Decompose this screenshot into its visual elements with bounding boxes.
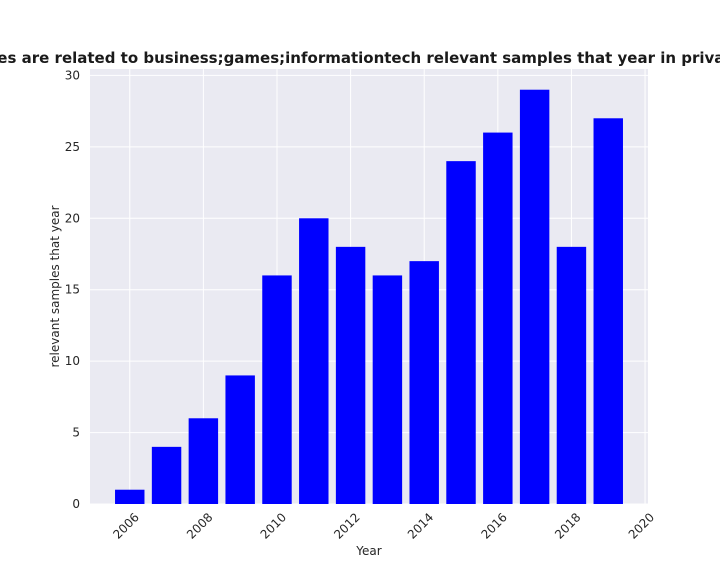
y-tick-label: 20: [65, 211, 80, 225]
bar: [519, 89, 550, 504]
bar: [446, 161, 476, 504]
plot-area: [90, 69, 648, 504]
x-tick-label: 2020: [626, 510, 657, 541]
bar: [225, 375, 255, 504]
bar: [409, 261, 439, 504]
bar: [188, 418, 219, 504]
x-tick-label: 2016: [478, 510, 509, 541]
y-tick-label: 5: [72, 426, 80, 440]
y-tick-label: 30: [65, 68, 80, 82]
bar: [483, 132, 513, 505]
x-axis-label: Year: [355, 544, 381, 558]
bar: [556, 246, 587, 504]
bar: [262, 275, 292, 504]
bar: [372, 275, 403, 504]
y-tick-label: 0: [72, 497, 80, 511]
y-axis-label: relevant samples that year: [48, 205, 62, 367]
x-tick-label: 2008: [184, 510, 215, 541]
y-tick-label: 15: [65, 283, 80, 297]
bar: [299, 218, 329, 505]
x-tick-label: 2006: [110, 510, 141, 541]
y-tick-labels: 0 5 10 15 20 25 30: [65, 68, 80, 511]
grid-lines: [90, 69, 648, 505]
bar: [593, 118, 623, 505]
bar: [335, 246, 366, 504]
bars: [115, 89, 623, 505]
x-tick-label: 2018: [552, 510, 583, 541]
x-tick-labels: 2006 2008 2010 2012 2014 2016 2018 2020: [110, 510, 657, 541]
y-tick-label: 25: [65, 140, 80, 154]
bar: [115, 489, 145, 504]
bar: [151, 446, 182, 504]
x-tick-label: 2014: [405, 510, 436, 541]
x-tick-label: 2010: [258, 510, 289, 541]
x-tick-label: 2012: [331, 510, 362, 541]
y-tick-label: 10: [65, 354, 80, 368]
chart-title: Categories are related to business;games…: [0, 49, 720, 67]
